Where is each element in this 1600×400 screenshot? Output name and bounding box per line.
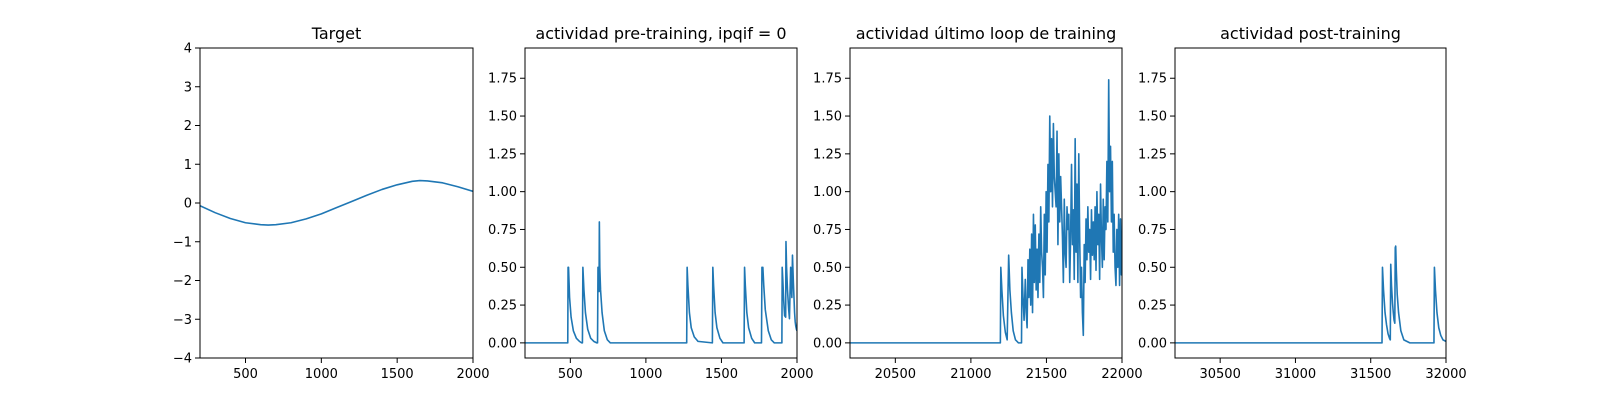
x-tick-label: 32000 bbox=[1425, 367, 1466, 382]
x-tick-label: 1000 bbox=[305, 367, 338, 382]
panel-post-training: actividad post-training 30500 31000 31500 32… bbox=[1138, 24, 1467, 382]
y-tick-label: 1.00 bbox=[1138, 185, 1167, 200]
axes-frame bbox=[1174, 47, 1447, 359]
chart-title: actividad post-training bbox=[1220, 24, 1401, 43]
series-line bbox=[200, 179, 473, 226]
y-tick-label: 3 bbox=[184, 80, 192, 95]
y-tick-label: 0.75 bbox=[488, 223, 517, 238]
x-tick-label: 500 bbox=[233, 367, 258, 382]
y-tick-label: 0.25 bbox=[813, 299, 842, 314]
x-tick-label: 21000 bbox=[950, 367, 991, 382]
y-tick-label: 2 bbox=[184, 119, 192, 134]
y-tick-label: 0.50 bbox=[813, 261, 842, 276]
x-tick-label: 500 bbox=[558, 367, 583, 382]
x-tick-label: 1000 bbox=[629, 367, 662, 382]
y-tick-label: 1.75 bbox=[1138, 72, 1167, 87]
axes-frame bbox=[849, 47, 1123, 359]
x-tick-label: 30500 bbox=[1199, 367, 1240, 382]
y-tick-label: 1.75 bbox=[488, 72, 517, 87]
y-tick-label: 1.50 bbox=[1138, 110, 1167, 125]
y-tick-label: −2 bbox=[173, 274, 192, 289]
y-tick-label: 1.00 bbox=[813, 185, 842, 200]
y-tick-label: 1.25 bbox=[488, 147, 517, 162]
y-tick-label: 1.25 bbox=[813, 147, 842, 162]
panel-target: Target 500 1000 1500 2000 4 3 2 1 0 −1 −2 −3 −4 bbox=[173, 24, 490, 382]
y-tick-label: 1 bbox=[184, 158, 192, 173]
series-line bbox=[1175, 245, 1446, 344]
y-tick-label: 0.25 bbox=[1138, 299, 1167, 314]
y-tick-label: 1.50 bbox=[813, 110, 842, 125]
chart-title: actividad pre-training, ipqif = 0 bbox=[535, 24, 786, 43]
y-tick-label: 1.00 bbox=[488, 185, 517, 200]
y-tick-label: 1.75 bbox=[813, 72, 842, 87]
y-tick-label: 0.00 bbox=[488, 336, 517, 351]
series-line bbox=[850, 78, 1122, 344]
x-tick-label: 2000 bbox=[780, 367, 813, 382]
x-tick-label: 1500 bbox=[705, 367, 738, 382]
axes-frame bbox=[524, 47, 798, 359]
y-tick-label: 0.00 bbox=[813, 336, 842, 351]
y-tick-label: 0 bbox=[184, 197, 192, 212]
axes-frame bbox=[199, 47, 474, 359]
panel-last-training-loop: actividad último loop de training 20500 21… bbox=[813, 24, 1143, 382]
chart-title: Target bbox=[311, 24, 362, 43]
y-tick-label: 0.50 bbox=[1138, 261, 1167, 276]
chart-title: actividad último loop de training bbox=[856, 24, 1117, 43]
x-tick-label: 31500 bbox=[1350, 367, 1391, 382]
y-tick-label: 0.50 bbox=[488, 261, 517, 276]
y-tick-label: −1 bbox=[173, 235, 192, 250]
y-tick-label: −4 bbox=[173, 352, 192, 367]
x-tick-label: 22000 bbox=[1101, 367, 1142, 382]
x-tick-label: 31000 bbox=[1275, 367, 1316, 382]
series-line bbox=[525, 221, 797, 344]
y-tick-label: 1.25 bbox=[1138, 147, 1167, 162]
y-tick-label: 4 bbox=[184, 42, 192, 57]
x-tick-label: 1500 bbox=[381, 367, 414, 382]
y-tick-label: 0.00 bbox=[1138, 336, 1167, 351]
x-tick-label: 2000 bbox=[456, 367, 489, 382]
panel-pre-training: actividad pre-training, ipqif = 0 500 1000… bbox=[488, 24, 814, 382]
y-tick-label: 0.25 bbox=[488, 299, 517, 314]
y-tick-label: 1.50 bbox=[488, 110, 517, 125]
y-tick-label: 0.75 bbox=[813, 223, 842, 238]
x-tick-label: 21500 bbox=[1026, 367, 1067, 382]
x-tick-label: 20500 bbox=[875, 367, 916, 382]
y-tick-label: 0.75 bbox=[1138, 223, 1167, 238]
y-tick-label: −3 bbox=[173, 313, 192, 328]
